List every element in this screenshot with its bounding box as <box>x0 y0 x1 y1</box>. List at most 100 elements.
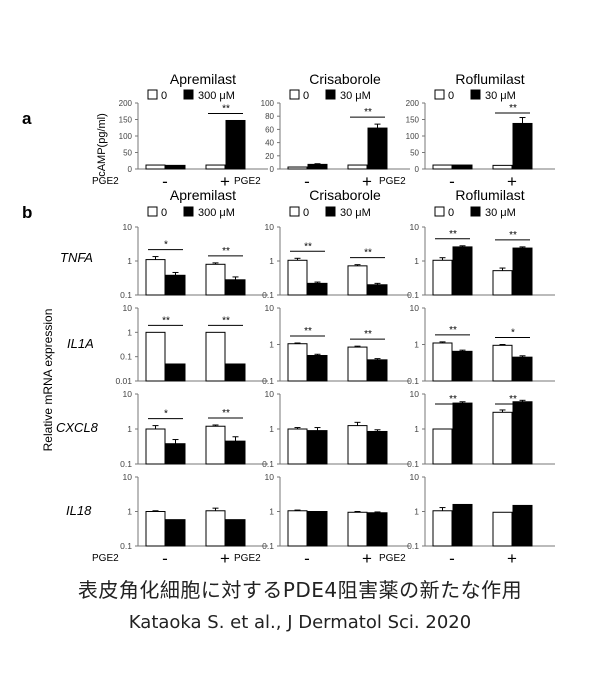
chart-2-significance-label: ** <box>509 103 517 114</box>
chart-6-bar <box>145 331 166 382</box>
chart-13-tick-label: 1 <box>269 507 274 517</box>
chart-b-header-2-legend-label-control: 0 <box>448 207 454 219</box>
chart-10-bar <box>347 425 368 465</box>
chart-1-significance-label: ** <box>364 107 372 118</box>
chart-b-header-1-legend-label-treated: 30 μM <box>340 207 371 219</box>
chart-2-pge2-label: PGE2 <box>379 176 406 187</box>
chart-3-significance-label: ** <box>222 246 230 257</box>
chart-11-tick-label: 0.1 <box>407 459 419 469</box>
chart-10-tick-label: 10 <box>265 389 275 399</box>
chart-13-pge2-sign: - <box>304 549 310 568</box>
chart-12-tick-label: 10 <box>123 472 133 482</box>
chart-14-tick-label: 1 <box>414 507 419 517</box>
chart-14-bar <box>492 511 513 547</box>
chart-2-legend-label-control: 0 <box>448 90 454 102</box>
chart-7-tick-label: 1 <box>269 340 274 350</box>
chart-3-bar <box>225 279 246 296</box>
chart-11-tick-label: 10 <box>410 389 420 399</box>
chart-10-bar <box>287 428 308 465</box>
chart-0-significance-label: ** <box>222 103 230 114</box>
chart-6-bar <box>225 363 246 382</box>
chart-14-pge2-sign: - <box>449 549 455 568</box>
chart-0-tick-label: 100 <box>119 132 133 141</box>
chart-3-tick-label: 10 <box>123 222 133 232</box>
chart-b-header-0-legend-swatch-treated <box>183 206 194 217</box>
gene-label-il1a: IL1A <box>67 336 94 351</box>
chart-2-tick-label: 150 <box>406 116 420 125</box>
chart-0-tick-label: 0 <box>128 165 133 174</box>
chart-12-tick-label: 1 <box>127 507 132 517</box>
chart-12-bar <box>205 510 226 547</box>
chart-14-bar <box>432 510 453 547</box>
chart-3-tick-label: 1 <box>127 256 132 266</box>
chart-14-pge2-sign: + <box>507 549 517 568</box>
chart-4-tick-label: 10 <box>265 222 275 232</box>
chart-1-tick-label: 20 <box>265 152 274 161</box>
chart-3-bar <box>205 263 226 296</box>
chart-8-tick-label: 0.1 <box>407 376 419 386</box>
chart-0-bar <box>225 119 246 170</box>
chart-1-bar <box>347 164 368 170</box>
chart-7-tick-label: 0.1 <box>262 376 274 386</box>
chart-b-header-2-legend-swatch-treated <box>470 206 481 217</box>
chart-0-tick-label: 50 <box>123 149 132 158</box>
chart-8-significance-label: * <box>511 328 515 339</box>
chart-13-tick-label: 0.1 <box>262 541 274 551</box>
chart-1-tick-label: 0 <box>270 165 275 174</box>
chart-8-significance-label: ** <box>449 325 457 336</box>
chart-b-header-0-legend-swatch-control <box>147 206 158 217</box>
chart-12-pge2-sign: - <box>162 549 168 568</box>
chart-14-tick-label: 10 <box>410 472 420 482</box>
chart-10-tick-label: 0.1 <box>262 459 274 469</box>
chart-4-bar <box>287 259 308 296</box>
chart-9-tick-label: 1 <box>127 424 132 434</box>
chart-5-bar <box>432 259 453 296</box>
chart-0-bar <box>165 164 186 170</box>
chart-13-bar <box>307 511 328 547</box>
chart-8-bar <box>432 342 453 382</box>
chart-13-bar <box>287 510 308 547</box>
chart-13-bar <box>367 512 388 547</box>
chart-0-legend-swatch-treated <box>183 89 194 100</box>
gene-label-cxcl8: CXCL8 <box>56 420 99 435</box>
chart-3-tick-label: 0.1 <box>120 290 132 300</box>
chart-14-pge2-label: PGE2 <box>379 553 406 564</box>
chart-1-bar <box>307 163 328 170</box>
chart-b-header-0-legend-label-treated: 300 μM <box>198 207 235 219</box>
chart-2-legend-swatch-control <box>434 89 445 100</box>
chart-2-legend-swatch-treated <box>470 89 481 100</box>
chart-6-significance-label: ** <box>222 315 230 326</box>
chart-0-tick-label: 200 <box>119 99 133 108</box>
chart-1-legend-label-treated: 30 μM <box>340 90 371 102</box>
chart-4-bar <box>367 284 388 296</box>
chart-5-significance-label: ** <box>509 230 517 241</box>
chart-12-tick-label: 0.1 <box>120 541 132 551</box>
chart-2-tick-label: 200 <box>406 99 420 108</box>
chart-11-significance-label: ** <box>449 394 457 405</box>
chart-8-bar <box>452 350 473 382</box>
chart-10-bar <box>307 430 328 465</box>
chart-1-tick-label: 80 <box>265 112 274 121</box>
chart-6-tick-label: 1 <box>127 327 132 337</box>
chart-6-bar <box>165 363 186 382</box>
panel-label-b: b <box>22 203 32 222</box>
chart-9-bar <box>165 443 186 465</box>
chart-b-header-1-title: Crisaborole <box>309 187 381 203</box>
chart-9-bar <box>145 428 166 465</box>
chart-14-bar <box>452 503 473 547</box>
chart-0-legend-label-treated: 300 μM <box>198 90 235 102</box>
chart-2-bar <box>432 164 453 170</box>
chart-1-legend-swatch-treated <box>325 89 336 100</box>
chart-b-header-0-title: Apremilast <box>170 187 236 203</box>
chart-11-bar <box>492 411 513 465</box>
chart-11-tick-label: 1 <box>414 424 419 434</box>
gene-label-tnfa: TNFA <box>60 250 93 265</box>
chart-13-bar <box>347 511 368 547</box>
chart-2-bar <box>492 164 513 170</box>
chart-10-bar <box>367 430 388 465</box>
panel-label-a: a <box>22 109 32 128</box>
caption-citation: Kataoka S. et al., J Dermatol Sci. 2020 <box>128 612 472 633</box>
chart-14-bar <box>512 504 533 547</box>
chart-2-tick-label: 0 <box>415 165 420 174</box>
camp-axis-title: cAMP(pg/ml) <box>96 113 108 177</box>
